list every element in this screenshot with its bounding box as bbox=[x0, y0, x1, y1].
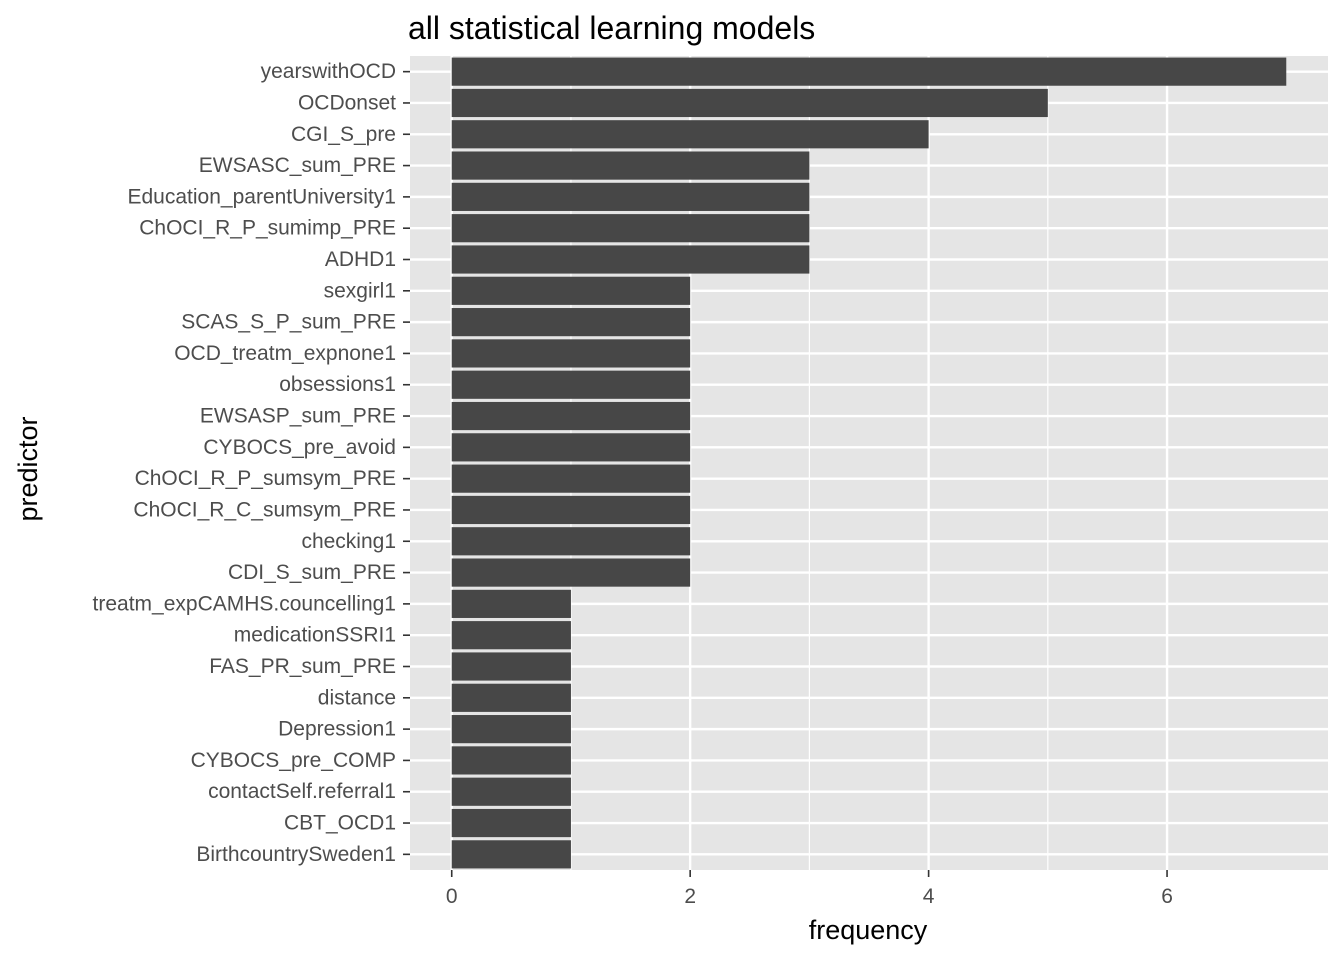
y-tick-label: CYBOCS_pre_avoid bbox=[203, 436, 396, 459]
y-tick-label: Education_parentUniversity1 bbox=[128, 185, 397, 208]
bar-BirthcountrySweden1 bbox=[451, 840, 571, 869]
y-tick-label: FAS_PR_sum_PRE bbox=[209, 655, 396, 678]
y-tick-label: obsessions1 bbox=[279, 373, 396, 396]
bar-OCD_treatm_expnone1 bbox=[451, 339, 691, 368]
y-tick-label: ChOCI_R_P_sumsym_PRE bbox=[135, 467, 396, 490]
y-tick-label: SCAS_S_P_sum_PRE bbox=[181, 311, 396, 334]
bar-EWSASC_sum_PRE bbox=[451, 151, 810, 180]
bar-EWSASP_sum_PRE bbox=[451, 401, 691, 431]
y-tick-label: BirthcountrySweden1 bbox=[196, 843, 396, 866]
bar-CDI_S_sum_PRE bbox=[451, 558, 691, 587]
bars bbox=[451, 57, 1287, 869]
bar-medicationSSRI1 bbox=[451, 621, 571, 650]
y-tick-label: contactSelf.referral1 bbox=[208, 780, 396, 803]
y-tick-label: OCDonset bbox=[298, 91, 396, 114]
bar-distance bbox=[451, 683, 571, 712]
bar-sexgirl1 bbox=[451, 276, 691, 305]
bar-ChOCI_R_P_sumsym_PRE bbox=[451, 464, 691, 493]
x-axis: 0 2 4 6 bbox=[446, 870, 1173, 908]
bar-FAS_PR_sum_PRE bbox=[451, 652, 571, 681]
bar-Depression1 bbox=[451, 715, 571, 744]
y-tick-label: ChOCI_R_C_sumsym_PRE bbox=[133, 498, 396, 521]
bar-CYBOCS_pre_avoid bbox=[451, 433, 691, 462]
x-tick-label: 4 bbox=[923, 885, 935, 908]
bar-ChOCI_R_P_sumimp_PRE bbox=[451, 214, 810, 243]
bar-checking1 bbox=[451, 527, 691, 556]
y-tick-label: CYBOCS_pre_COMP bbox=[191, 749, 396, 772]
bar-CYBOCS_pre_COMP bbox=[451, 746, 571, 775]
y-tick-label: yearswithOCD bbox=[261, 60, 396, 83]
x-tick-label: 6 bbox=[1161, 885, 1173, 908]
bar-contactSelf.referral1 bbox=[451, 777, 571, 806]
bar-OCDonset bbox=[451, 88, 1048, 118]
y-tick-label: OCD_treatm_expnone1 bbox=[174, 342, 396, 365]
y-tick-label: EWSASP_sum_PRE bbox=[200, 405, 396, 428]
bar-ADHD1 bbox=[451, 245, 810, 274]
y-tick-label: Depression1 bbox=[278, 718, 396, 741]
bar-CBT_OCD1 bbox=[451, 808, 571, 838]
y-tick-label: medicationSSRI1 bbox=[234, 624, 396, 647]
bar-Education_parentUniversity1 bbox=[451, 182, 810, 211]
y-tick-label: CBT_OCD1 bbox=[284, 812, 396, 835]
bar-SCAS_S_P_sum_PRE bbox=[451, 308, 691, 337]
y-tick-label: checking1 bbox=[301, 530, 396, 553]
y-axis: yearswithOCD OCDonset CGI_S_pre EWSASC_sum_… bbox=[93, 60, 410, 866]
y-axis-title: predictor bbox=[13, 416, 43, 521]
y-tick-label: treatm_expCAMHS.councelling1 bbox=[93, 592, 396, 615]
bar-ChOCI_R_C_sumsym_PRE bbox=[451, 495, 691, 525]
bar-obsessions1 bbox=[451, 370, 691, 399]
y-tick-label: ADHD1 bbox=[325, 248, 396, 271]
y-tick-label: EWSASC_sum_PRE bbox=[199, 154, 396, 177]
x-tick-label: 0 bbox=[446, 885, 458, 908]
y-tick-label: CGI_S_pre bbox=[291, 123, 396, 146]
x-axis-title: frequency bbox=[809, 915, 928, 945]
y-tick-label: distance bbox=[318, 686, 396, 709]
chart-title: all statistical learning models bbox=[408, 10, 815, 46]
y-tick-label: sexgirl1 bbox=[324, 279, 396, 302]
bar-CGI_S_pre bbox=[451, 120, 929, 149]
y-tick-label: CDI_S_sum_PRE bbox=[228, 561, 396, 584]
y-tick-label: ChOCI_R_P_sumimp_PRE bbox=[139, 217, 396, 240]
bar-yearswithOCD bbox=[451, 57, 1287, 86]
bar-treatm_expCAMHS.councelling1 bbox=[451, 589, 571, 618]
x-tick-label: 2 bbox=[684, 885, 696, 908]
